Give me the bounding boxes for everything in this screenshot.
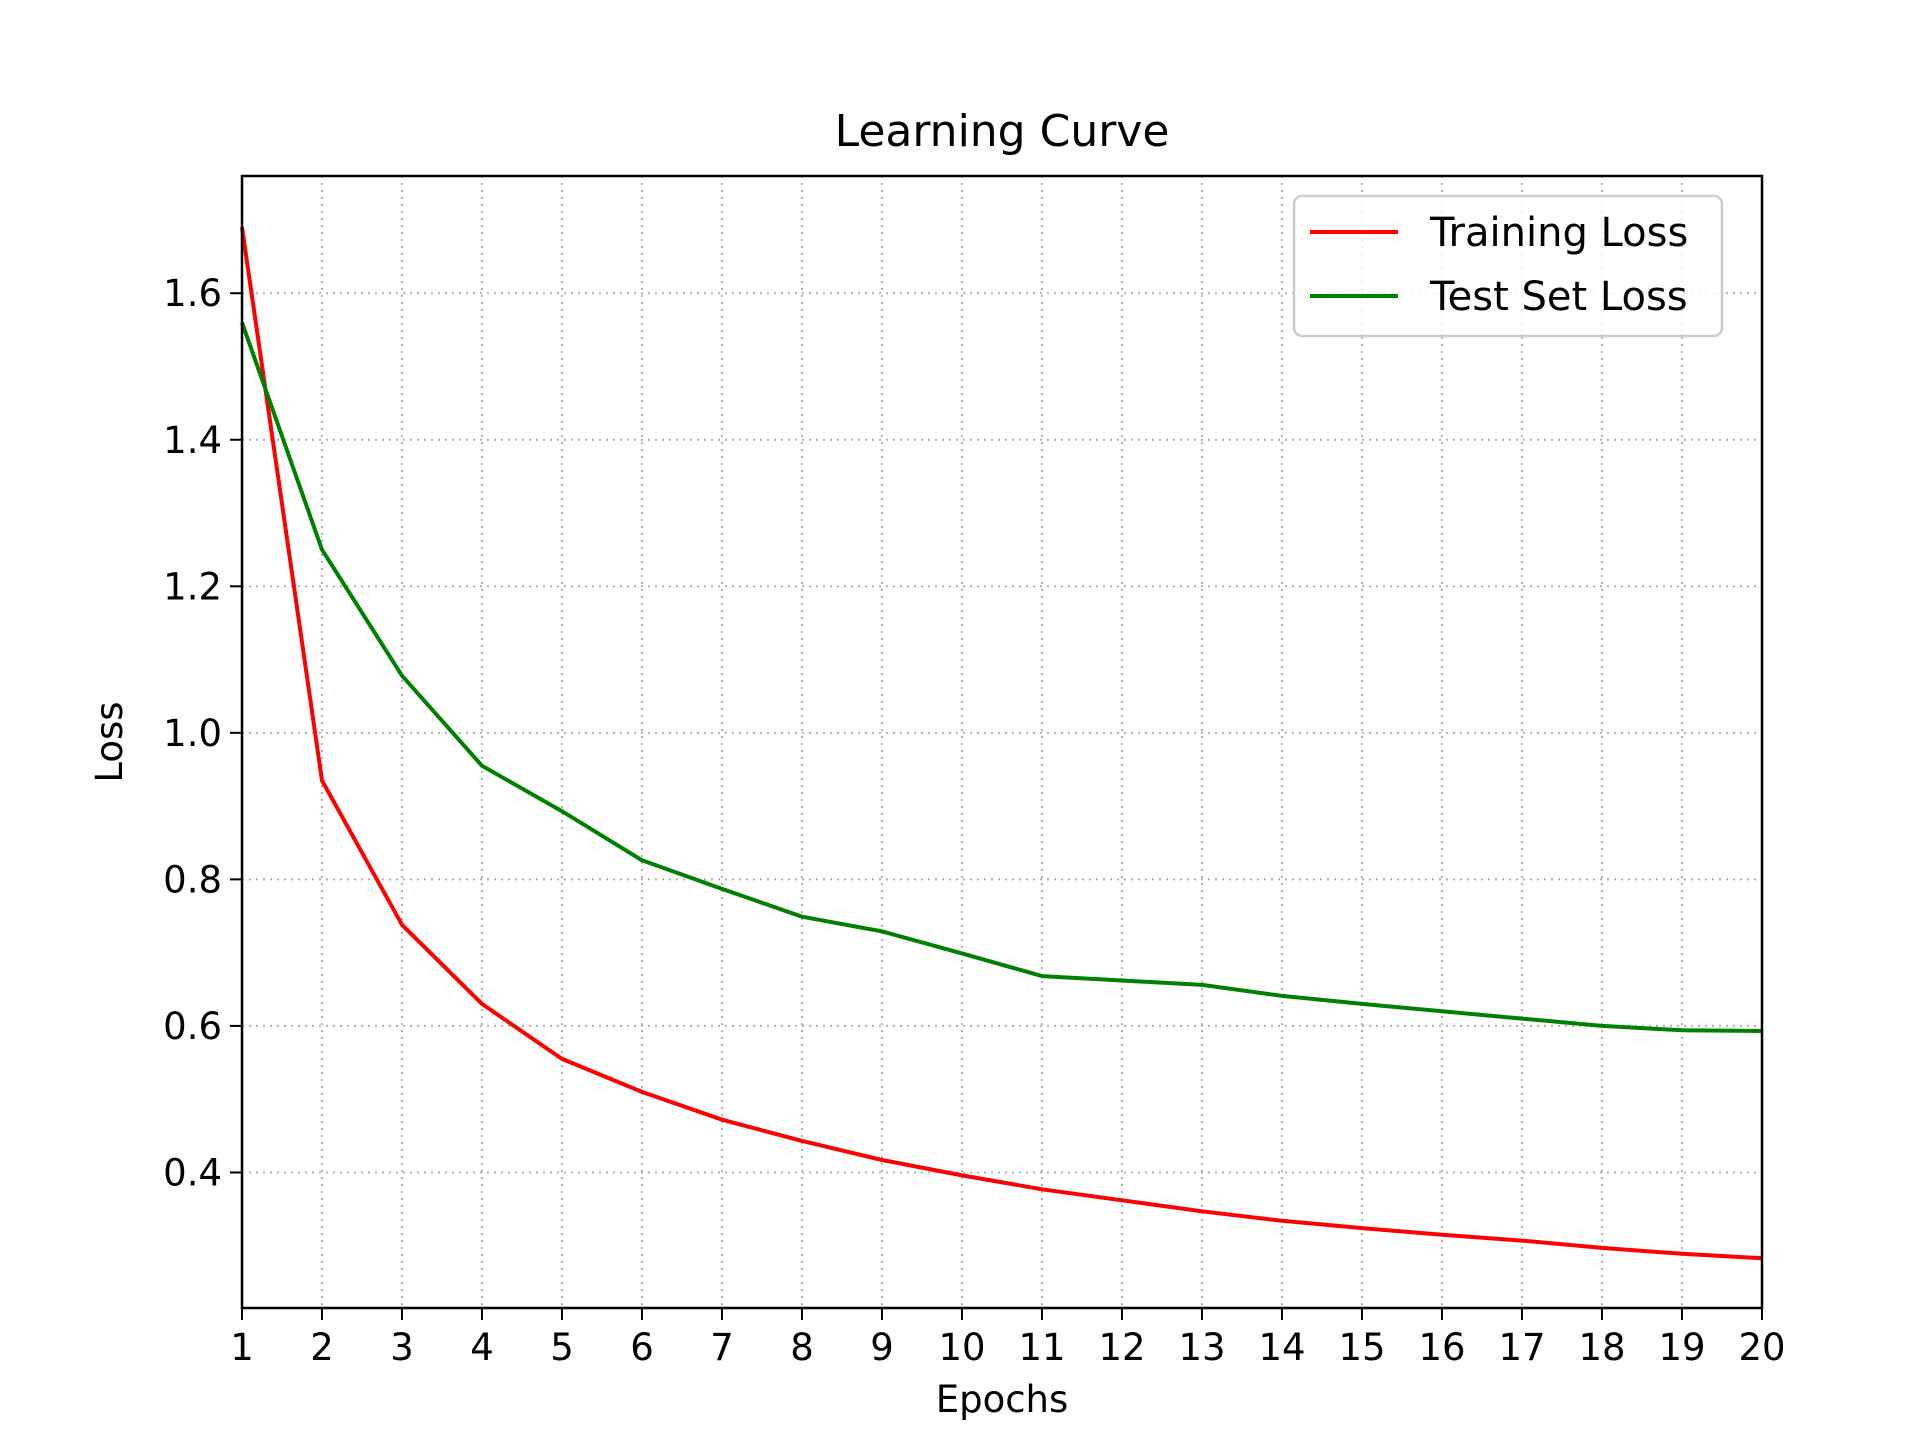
- x-tick-label: 20: [1738, 1326, 1785, 1369]
- x-tick-label: 11: [1018, 1326, 1065, 1369]
- series-line-test-set-loss: [240, 321, 1763, 1033]
- legend: Training Loss Test Set Loss: [1292, 194, 1724, 338]
- series-line-training-loss: [240, 227, 1763, 1261]
- y-tick-label: 1.0: [163, 712, 222, 755]
- x-tick-label: 17: [1498, 1326, 1545, 1369]
- x-tick-labels: 1 2 3 4 5 6 7 8 9 10 11 12 13 14 15 16 17 18 19 20: [230, 1326, 1785, 1369]
- legend-label-training-loss: Training Loss: [1429, 210, 1688, 256]
- y-axis-label: Loss: [88, 701, 131, 782]
- y-tick-label: 0.6: [163, 1005, 222, 1048]
- y-tick-labels: 0.4 0.6 0.8 1.0 1.2 1.4 1.6: [163, 272, 222, 1194]
- x-tick-label: 4: [470, 1326, 494, 1369]
- axis-ticks: [230, 292, 1763, 1320]
- y-tick-label: 1.2: [163, 565, 222, 608]
- x-tick-label: 10: [938, 1326, 985, 1369]
- legend-box: [1292, 194, 1724, 338]
- x-tick-label: 12: [1098, 1326, 1145, 1369]
- x-tick-label: 6: [630, 1326, 654, 1369]
- x-tick-label: 7: [710, 1326, 734, 1369]
- x-tick-label: 18: [1578, 1326, 1625, 1369]
- grid-lines: [241, 176, 1763, 1308]
- series-lines: [240, 227, 1763, 1261]
- x-tick-label: 8: [790, 1326, 814, 1369]
- y-tick-label: 1.6: [163, 272, 222, 315]
- x-tick-label: 3: [390, 1326, 414, 1369]
- x-tick-label: 13: [1178, 1326, 1225, 1369]
- x-tick-label: 9: [870, 1326, 894, 1369]
- plot-frame: [240, 174, 1764, 1310]
- x-tick-label: 5: [550, 1326, 574, 1369]
- x-tick-label: 2: [310, 1326, 334, 1369]
- x-tick-label: 15: [1338, 1326, 1385, 1369]
- x-tick-label: 19: [1658, 1326, 1705, 1369]
- y-tick-label: 0.4: [163, 1151, 222, 1194]
- legend-label-test-set-loss: Test Set Loss: [1429, 274, 1688, 320]
- x-axis-label: Epochs: [936, 1378, 1069, 1421]
- y-tick-label: 1.4: [163, 419, 222, 462]
- chart-title: Learning Curve: [835, 106, 1170, 157]
- x-tick-label: 14: [1258, 1326, 1305, 1369]
- x-tick-label: 1: [230, 1326, 254, 1369]
- x-tick-label: 16: [1418, 1326, 1465, 1369]
- y-tick-label: 0.8: [163, 858, 222, 901]
